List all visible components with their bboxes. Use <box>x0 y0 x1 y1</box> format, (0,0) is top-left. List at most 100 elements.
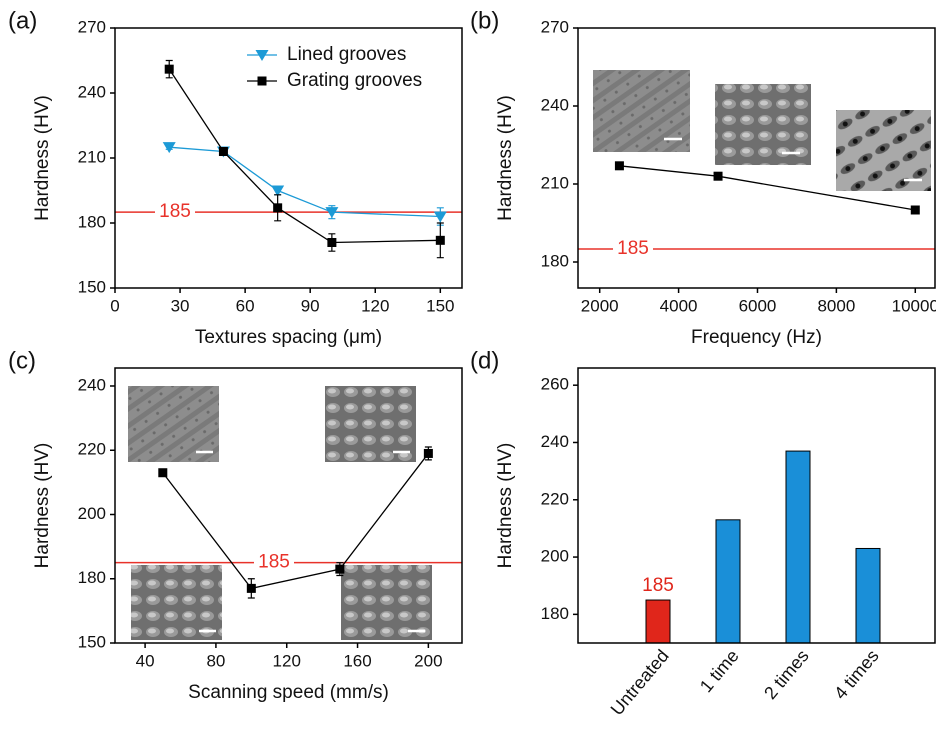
y-tick-label: 210 <box>78 147 106 166</box>
x-tick-label: 120 <box>273 651 301 670</box>
x-tick-label: 4 times <box>830 646 883 703</box>
y-tick-label: 180 <box>78 568 106 587</box>
y-tick-label: 220 <box>78 440 106 459</box>
x-tick-label: 0 <box>110 296 119 315</box>
x-tick-label: 6000 <box>739 296 777 315</box>
x-tick-label: 4000 <box>660 296 698 315</box>
reference-label: 185 <box>258 552 290 573</box>
marker <box>162 142 176 154</box>
panel-label: (c) <box>8 347 36 374</box>
panel-label: (b) <box>470 7 499 34</box>
sem-image <box>715 84 811 165</box>
legend-marker <box>257 76 267 86</box>
sem-image <box>836 110 931 191</box>
y-tick-label: 200 <box>541 547 569 566</box>
y-axis-title: Hardness (HV) <box>495 443 516 569</box>
sem-image <box>131 565 222 640</box>
plot-frame <box>114 27 463 289</box>
marker <box>327 238 337 247</box>
x-tick-label: 10000 <box>892 296 936 315</box>
bar <box>855 547 881 644</box>
x-tick-label: 160 <box>343 651 371 670</box>
y-tick-label: 180 <box>541 604 569 623</box>
marker <box>218 147 228 156</box>
x-tick-label: 2 times <box>760 646 813 703</box>
legend-marker <box>255 50 269 61</box>
series-line <box>169 146 441 218</box>
marker <box>713 171 723 181</box>
x-axis-title: Frequency (Hz) <box>691 327 822 348</box>
marker <box>271 185 285 197</box>
bar <box>715 519 741 644</box>
panel: (a) Hardness (HV) Textures spacing (μm) 150… <box>8 7 463 348</box>
x-tick-label: 200 <box>414 651 442 670</box>
y-tick-label: 240 <box>541 432 569 451</box>
marker <box>435 235 445 245</box>
marker <box>325 207 339 219</box>
y-axis-title: Hardness (HV) <box>495 95 516 221</box>
panel-label: (a) <box>8 7 37 34</box>
panel: (c) Hardness (HV) Scanning speed (mm/s) 150… <box>8 347 463 703</box>
marker <box>164 64 174 74</box>
x-tick-label: 30 <box>171 296 190 315</box>
x-tick-label: 40 <box>136 651 155 670</box>
y-tick-label: 200 <box>78 504 106 523</box>
x-tick-label: Untreated <box>607 646 673 719</box>
x-tick-label: 80 <box>206 651 225 670</box>
marker <box>335 564 345 574</box>
x-tick-label: 150 <box>426 296 454 315</box>
x-axis-title: Scanning speed (mm/s) <box>188 682 389 703</box>
y-tick-label: 150 <box>78 277 106 296</box>
x-tick-label: 1 time <box>696 646 743 696</box>
series-line <box>162 453 429 590</box>
y-tick-label: 240 <box>78 82 106 101</box>
y-tick-label: 210 <box>541 173 569 192</box>
sem-image <box>341 565 432 640</box>
bar <box>645 599 671 644</box>
plot-frame <box>577 27 936 289</box>
bar <box>785 450 811 644</box>
plot-frame <box>114 367 463 644</box>
sem-image <box>128 386 219 462</box>
sem-image <box>325 386 416 462</box>
y-tick-label: 270 <box>541 17 569 36</box>
series-line <box>168 68 441 244</box>
marker <box>614 161 624 171</box>
x-tick-label: 120 <box>361 296 389 315</box>
marker <box>273 203 283 213</box>
legend-label: Lined grooves <box>287 44 406 65</box>
value-label: 185 <box>642 575 674 596</box>
y-tick-label: 180 <box>78 212 106 231</box>
plot-frame <box>577 367 936 644</box>
reference-label-bg <box>254 552 294 573</box>
legend-label: Grating grooves <box>287 70 422 91</box>
reference-label: 185 <box>617 238 649 259</box>
y-axis-title: Hardness (HV) <box>32 443 53 569</box>
x-axis-title: Textures spacing (μm) <box>195 327 382 348</box>
marker <box>158 468 168 478</box>
y-tick-label: 150 <box>78 632 106 651</box>
y-tick-label: 220 <box>541 489 569 508</box>
reference-label-bg <box>613 239 653 259</box>
marker <box>246 583 256 593</box>
y-tick-label: 260 <box>541 375 569 394</box>
marker <box>910 205 920 215</box>
marker <box>423 448 433 458</box>
y-tick-label: 270 <box>78 17 106 36</box>
x-tick-label: 60 <box>236 296 255 315</box>
y-tick-label: 240 <box>541 95 569 114</box>
x-tick-label: 8000 <box>817 296 855 315</box>
insets <box>128 70 931 640</box>
x-tick-label: 90 <box>301 296 320 315</box>
panel-label: (d) <box>470 347 499 374</box>
y-axis-title: Hardness (HV) <box>32 95 53 221</box>
x-tick-label: 2000 <box>581 296 619 315</box>
y-tick-label: 240 <box>78 375 106 394</box>
panel: (d) Hardness (HV) 180 200 220 240 260 Untreated… <box>470 347 936 719</box>
panel: (b) Hardness (HV) Frequency (Hz) 180 210 240 2… <box>470 7 936 348</box>
y-tick-label: 180 <box>541 251 569 270</box>
reference-label-bg <box>155 202 195 223</box>
marker <box>433 211 447 223</box>
